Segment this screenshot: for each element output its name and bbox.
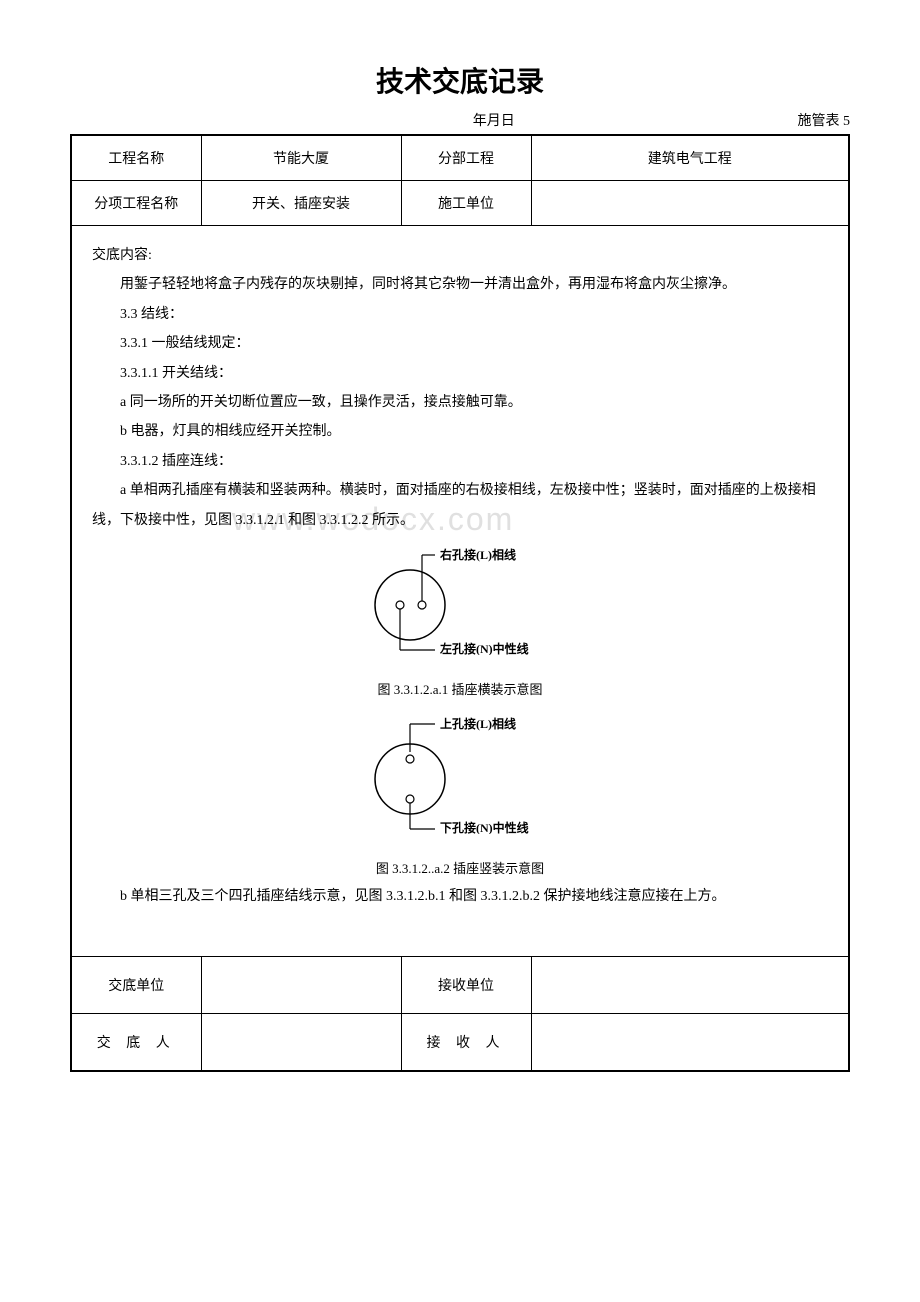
- content-p7: 3.3.1.2 插座连线：: [92, 447, 828, 476]
- vertical-socket-diagram-icon: 上孔接(L)相线 下孔接(N)中性线: [330, 714, 590, 834]
- content-p2: 3.3 结线：: [92, 300, 828, 329]
- content-p3: 3.3.1 一般结线规定：: [92, 329, 828, 358]
- delivery-person-value: [201, 1014, 401, 1072]
- footer-row-1: 交底单位 接收单位: [71, 957, 849, 1014]
- main-table: 工程名称 节能大厦 分部工程 建筑电气工程 分项工程名称 开关、插座安装 施工单…: [70, 134, 850, 1072]
- section-label: 分部工程: [401, 135, 531, 181]
- diagram-horizontal: 右孔接(L)相线 左孔接(N)中性线: [92, 545, 828, 666]
- project-name-value: 节能大厦: [201, 135, 401, 181]
- construction-unit-label: 施工单位: [401, 181, 531, 226]
- vertical-caption: 图 3.3.1.2..a.2 插座竖装示意图: [92, 855, 828, 882]
- content-body: 交底内容: 用錾子轻轻地将盒子内残存的灰块剔掉，同时将其它杂物一并清出盒外，再用…: [92, 241, 828, 941]
- content-row: 交底内容: 用錾子轻轻地将盒子内残存的灰块剔掉，同时将其它杂物一并清出盒外，再用…: [71, 226, 849, 957]
- horizontal-socket-diagram-icon: 右孔接(L)相线 左孔接(N)中性线: [330, 545, 590, 655]
- content-p9: b 单相三孔及三个四孔插座结线示意，见图 3.3.1.2.b.1 和图 3.3.…: [92, 882, 828, 911]
- subproject-value: 开关、插座安装: [201, 181, 401, 226]
- subproject-label: 分项工程名称: [71, 181, 201, 226]
- project-name-label: 工程名称: [71, 135, 201, 181]
- section-value: 建筑电气工程: [531, 135, 849, 181]
- delivery-unit-value: [201, 957, 401, 1014]
- receive-person-value: [531, 1014, 849, 1072]
- content-p5: a 同一场所的开关切断位置应一致，且操作灵活，接点接触可靠。: [92, 388, 828, 417]
- receive-person-label: 接 收 人: [401, 1014, 531, 1072]
- form-number: 施管表 5: [798, 110, 851, 130]
- label-top-hole: 上孔接(L)相线: [440, 716, 516, 731]
- footer-row-2: 交 底 人 接 收 人: [71, 1014, 849, 1072]
- document-title: 技术交底记录: [70, 60, 850, 100]
- receive-unit-value: [531, 957, 849, 1014]
- date-label: 年月日: [70, 110, 798, 130]
- receive-unit-label: 接收单位: [401, 957, 531, 1014]
- label-right-hole: 右孔接(L)相线: [439, 547, 516, 562]
- diagram-vertical: 上孔接(L)相线 下孔接(N)中性线: [92, 714, 828, 845]
- delivery-unit-label: 交底单位: [71, 957, 201, 1014]
- horizontal-caption: 图 3.3.1.2.a.1 插座横装示意图: [92, 676, 828, 703]
- delivery-person-label: 交 底 人: [71, 1014, 201, 1072]
- content-p6: b 电器，灯具的相线应经开关控制。: [92, 417, 828, 446]
- label-left-hole: 左孔接(N)中性线: [439, 641, 529, 655]
- date-row: 年月日 施管表 5: [70, 110, 850, 130]
- header-row-1: 工程名称 节能大厦 分部工程 建筑电气工程: [71, 135, 849, 181]
- content-p8: a 单相两孔插座有横装和竖装两种。横装时，面对插座的右极接相线，左极接中性；竖装…: [92, 476, 828, 535]
- content-p4: 3.3.1.1 开关结线：: [92, 359, 828, 388]
- header-row-2: 分项工程名称 开关、插座安装 施工单位: [71, 181, 849, 226]
- construction-unit-value: [531, 181, 849, 226]
- content-p1: 用錾子轻轻地将盒子内残存的灰块剔掉，同时将其它杂物一并清出盒外，再用湿布将盒内灰…: [92, 270, 828, 299]
- content-heading: 交底内容:: [92, 241, 828, 270]
- label-bottom-hole: 下孔接(N)中性线: [440, 820, 529, 834]
- content-cell: 交底内容: 用錾子轻轻地将盒子内残存的灰块剔掉，同时将其它杂物一并清出盒外，再用…: [71, 226, 849, 957]
